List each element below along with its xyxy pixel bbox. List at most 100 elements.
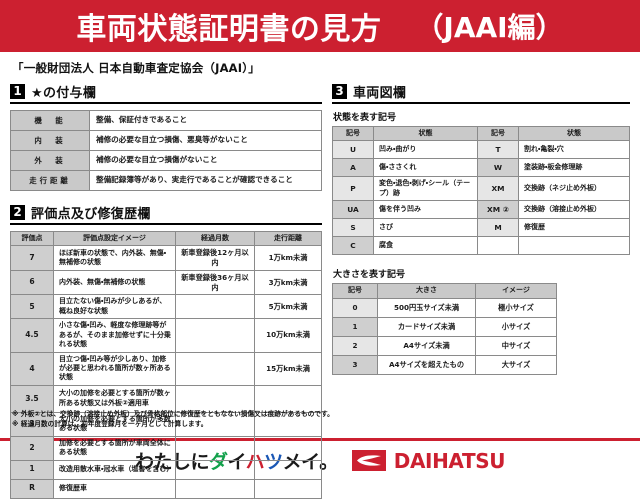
symbol-code xyxy=(477,236,519,256)
eval-distance xyxy=(254,459,322,480)
eval-months xyxy=(175,294,255,320)
section-number-1: 1 xyxy=(10,84,25,99)
grant-label: 走行距離 xyxy=(10,170,90,191)
col-header-condition-1: 状態 xyxy=(373,125,478,142)
eval-months xyxy=(175,435,255,461)
size-symbol-table: 記号 大きさ イメージ 0 500円玉サイズ未満 極小サイズ 1 カードサイズ未… xyxy=(332,283,557,375)
table-row: 5 目立たない傷・凹みが少しあるが、概ね良好な状態 5万km未満 xyxy=(10,294,322,320)
col-header-size-image: イメージ xyxy=(475,283,557,299)
col-header-image: 評価点設定イメージ xyxy=(53,230,176,247)
table-row: 1 改造用散水車・冠水車（塩害を含む） xyxy=(10,459,322,480)
size-code: 0 xyxy=(332,297,378,318)
table-row: U 凹み・曲がり T 割れ・亀裂・穴 xyxy=(332,140,630,160)
symbol-code: U xyxy=(332,140,374,160)
grant-label: 内 装 xyxy=(10,130,90,151)
eval-months: 新車登録後12ヶ月以内 xyxy=(175,245,255,271)
content-columns: 1 ★の付与欄 機 能 整備、保証付きであること 内 装 補修の必要な目立つ損傷… xyxy=(10,82,630,499)
col-header-size: 大きさ xyxy=(377,283,476,299)
grant-table: 機 能 整備、保証付きであること 内 装 補修の必要な目立つ損傷、悪臭等がないこ… xyxy=(10,110,322,191)
symbol-code: XM ② xyxy=(477,200,519,220)
table-row: 3 大小の加修を必要とする箇所が多数ある状態 xyxy=(10,411,322,437)
left-column: 1 ★の付与欄 機 能 整備、保証付きであること 内 装 補修の必要な目立つ損傷… xyxy=(10,82,334,499)
col-header-score: 評価点 xyxy=(10,230,54,247)
eval-months xyxy=(175,318,255,353)
size-description: A4サイズ未満 xyxy=(377,335,476,356)
grant-value: 整備、保証付きであること xyxy=(89,110,322,131)
eval-image: 目立つ傷・凹み等が少しあり、加修が必要と思われる箇所が数ヶ所ある状態 xyxy=(53,351,176,386)
eval-distance xyxy=(254,435,322,461)
col-header-distance: 走行距離 xyxy=(254,230,322,247)
eval-score: R xyxy=(10,478,54,499)
eval-score: 3 xyxy=(10,411,54,437)
eval-months xyxy=(175,478,255,499)
table-header-row: 記号 大きさ イメージ xyxy=(332,283,557,299)
symbol-meaning: 傷・ささくれ xyxy=(373,158,478,178)
table-row: 0 500円玉サイズ未満 極小サイズ xyxy=(332,297,557,318)
table-row: 7 ほぼ新車の状態で、内外装、無傷・無補修の状態 新車登録後12ヶ月以内 1万k… xyxy=(10,245,322,271)
section-title-diagram: 車両図欄 xyxy=(353,86,407,101)
section-header-grant: 1 ★の付与欄 xyxy=(10,82,322,104)
grant-label: 外 装 xyxy=(10,150,90,171)
size-image: 小サイズ xyxy=(475,316,557,337)
eval-image: 大小の加修を必要とする箇所が多数ある状態 xyxy=(53,411,176,437)
symbol-meaning: 交換跡（ネジ止め外板） xyxy=(518,176,630,202)
col-header-symbol-1: 記号 xyxy=(332,125,374,142)
organization-line: 「一般財団法人 日本自動車査定協会（JAAI）」 xyxy=(12,61,260,75)
symbol-code: S xyxy=(332,218,374,238)
eval-image: 内外装、無傷・無補修の状態 xyxy=(53,269,176,296)
eval-months xyxy=(175,351,255,386)
eval-score: 2 xyxy=(10,435,54,461)
eval-distance xyxy=(254,478,322,499)
size-description: A4サイズを超えたもの xyxy=(377,354,476,375)
eval-image: 修復歴車 xyxy=(53,478,176,499)
eval-score: 3.5 xyxy=(10,384,54,413)
eval-score: 7 xyxy=(10,245,54,271)
footnote-line: ※ 外板②とは、交換跡（溶接止め外板）及び骨格部位に修復歴をともなない損傷又は痕… xyxy=(12,409,334,418)
page-title-edition: （JAAI編） xyxy=(415,11,564,44)
size-image: 極小サイズ xyxy=(475,297,557,318)
evaluation-table: 評価点 評価点設定イメージ 経過月数 走行距離 7 ほぼ新車の状態で、内外装、無… xyxy=(10,230,322,499)
symbol-meaning: 修復歴 xyxy=(518,218,630,238)
brand-name: DAIHATSU xyxy=(393,448,506,473)
table-row: 機 能 整備、保証付きであること xyxy=(10,110,322,131)
eval-score: 4 xyxy=(10,351,54,386)
table-row: S さび M 修復歴 xyxy=(332,218,630,238)
eval-image: 小さな傷・凹み、軽度な修理跡等があるが、そのまま加修せずに十分乗れる状態 xyxy=(53,318,176,353)
footnote-line: ※ 経過月数の計算は、初年度登録月を一ヶ月として計算します。 xyxy=(12,420,208,429)
eval-image: 目立たない傷・凹みが少しあるが、概ね良好な状態 xyxy=(53,294,176,320)
condition-symbol-table: 記号 状態 記号 状態 U 凹み・曲がり T 割れ・亀裂・穴 A xyxy=(332,125,630,256)
eval-months xyxy=(175,459,255,480)
symbol-meaning: さび xyxy=(373,218,478,238)
section-title-grant: ★の付与欄 xyxy=(31,86,97,101)
symbol-code: P xyxy=(332,176,374,202)
table-row: UA 傷を伴う凹み XM ② 交換跡（溶接止め外板） xyxy=(332,200,630,220)
size-code: 1 xyxy=(332,316,378,337)
table-row: 内 装 補修の必要な目立つ損傷、悪臭等がないこと xyxy=(10,130,322,151)
eval-image: 改造用散水車・冠水車（塩害を含む） xyxy=(53,459,176,480)
eval-distance xyxy=(254,411,322,437)
subheading-size-symbols: 大きさを表す記号 xyxy=(333,270,406,281)
eval-image: 大小の加修を必要とする箇所が数ヶ所ある状態又は外板②適用車 xyxy=(53,384,176,413)
symbol-meaning xyxy=(518,236,630,256)
eval-score: 5 xyxy=(10,294,54,320)
table-row: 走行距離 整備記録簿等があり、実走行であることが確認できること xyxy=(10,170,322,191)
section-number-3: 3 xyxy=(332,84,347,99)
size-code: 2 xyxy=(332,335,378,356)
grant-value: 整備記録簿等があり、実走行であることが確認できること xyxy=(89,170,322,191)
size-description: 500円玉サイズ未満 xyxy=(377,297,476,318)
symbol-code: XM xyxy=(477,176,519,202)
eval-distance: 3万km未満 xyxy=(254,269,322,296)
symbol-meaning: 交換跡（溶接止め外板） xyxy=(518,200,630,220)
grant-value: 補修の必要な目立つ損傷がないこと xyxy=(89,150,322,171)
col-header-size-symbol: 記号 xyxy=(332,283,378,299)
symbol-code: C xyxy=(332,236,374,256)
section-header-evaluation: 2 評価点及び修復歴欄 xyxy=(10,203,322,225)
symbol-code: M xyxy=(477,218,519,238)
table-row: 6 内外装、無傷・無補修の状態 新車登録後36ヶ月以内 3万km未満 xyxy=(10,269,322,296)
table-row: 2 加修を必要とする箇所が車両全体にある状態 xyxy=(10,435,322,461)
symbol-code: UA xyxy=(332,200,374,220)
daihatsu-logo-icon xyxy=(351,450,386,471)
eval-image: 加修を必要とする箇所が車両全体にある状態 xyxy=(53,435,176,461)
table-row: P 変色・退色・剥げ・シール（テープ）跡 XM 交換跡（ネジ止め外板） xyxy=(332,176,630,202)
eval-months xyxy=(175,411,255,437)
